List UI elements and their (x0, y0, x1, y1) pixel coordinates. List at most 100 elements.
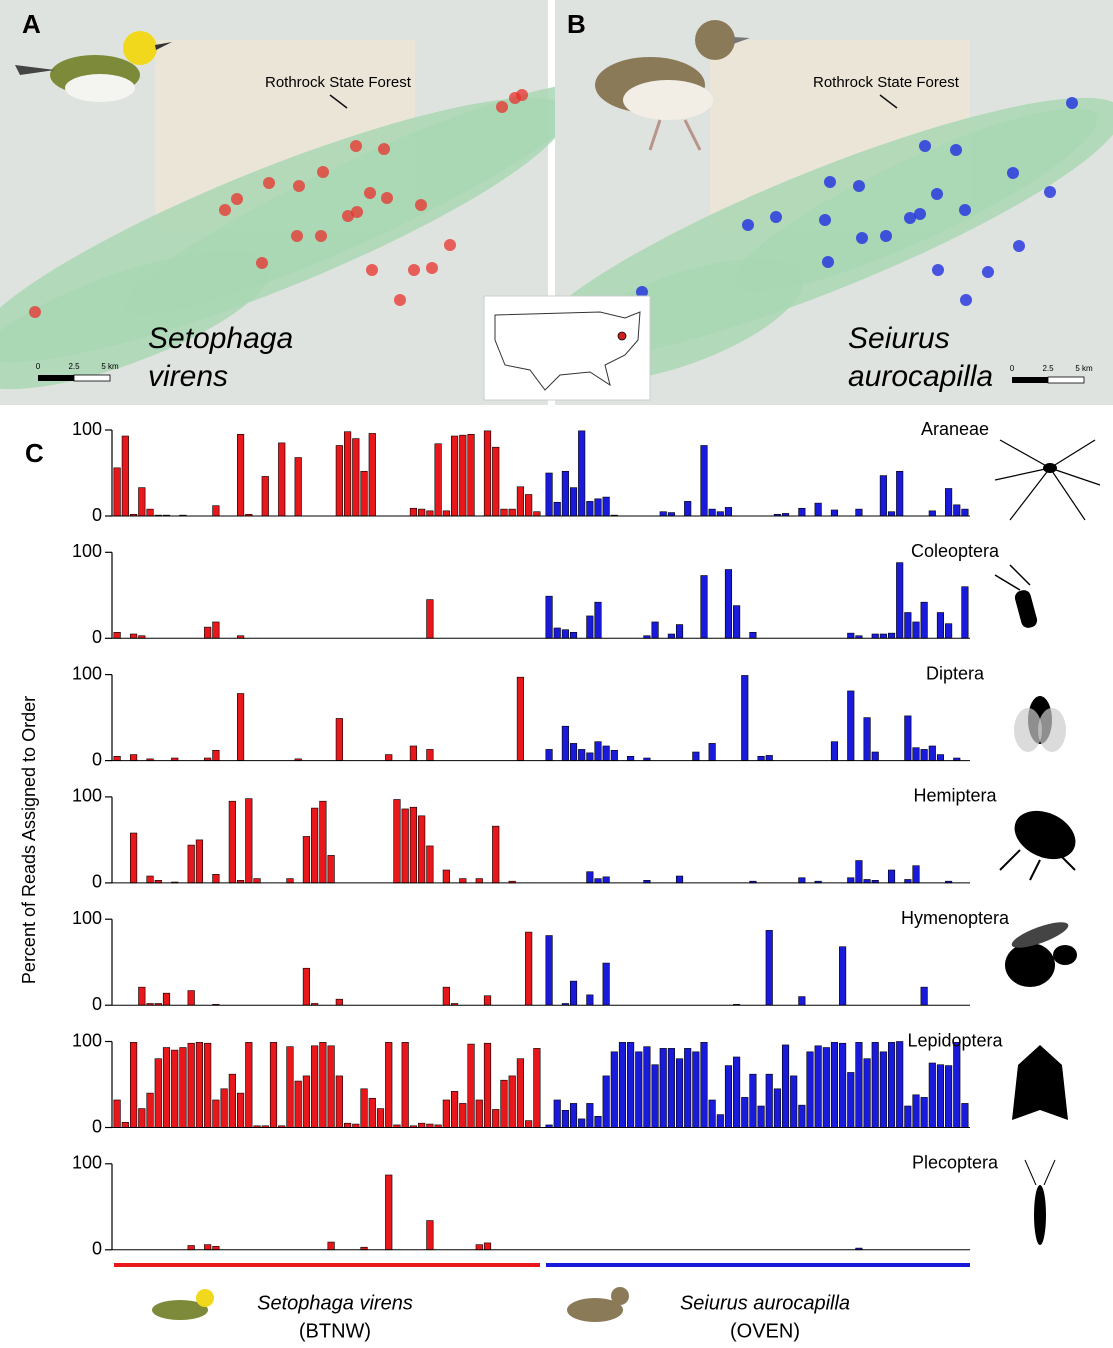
bar (684, 1048, 691, 1127)
bar (213, 506, 220, 516)
bar (196, 1042, 203, 1127)
y-tick-label: 0 (92, 994, 102, 1014)
order-label: Lepidoptera (907, 1030, 1003, 1050)
bar (468, 1044, 475, 1127)
bar (774, 1089, 781, 1128)
panel-label: A (22, 9, 41, 39)
order-label: Araneae (921, 419, 989, 439)
bar (587, 753, 594, 761)
bar (880, 476, 887, 516)
bar (546, 473, 553, 516)
bar (896, 563, 903, 639)
bar (807, 1052, 814, 1128)
bar (799, 508, 806, 516)
site (819, 214, 831, 226)
bar (709, 1100, 716, 1128)
bar (254, 879, 261, 883)
bar (937, 613, 944, 639)
bar (130, 755, 137, 761)
us-inset (484, 296, 650, 400)
bar (237, 694, 244, 761)
bar (303, 1076, 310, 1128)
bar (815, 1046, 822, 1128)
bar (856, 509, 863, 516)
bar (668, 634, 675, 638)
bar (188, 991, 195, 1006)
y-axis-label: Percent of Reads Assigned to Order (19, 696, 39, 984)
bar (562, 726, 569, 760)
site (408, 264, 420, 276)
bar (913, 748, 920, 761)
site (394, 294, 406, 306)
bar (213, 622, 220, 638)
legend-code: (BTNW) (299, 1320, 371, 1342)
bar (418, 509, 425, 516)
bar (782, 1045, 789, 1128)
bar (603, 1076, 610, 1128)
bar (435, 444, 442, 516)
bar (766, 755, 773, 760)
bar (246, 1042, 253, 1127)
scale-bar (38, 375, 74, 381)
bar (509, 1076, 516, 1128)
site (742, 219, 754, 231)
bar (627, 1042, 634, 1127)
bar (619, 1042, 626, 1127)
bar (163, 1048, 170, 1128)
site (256, 257, 268, 269)
bar (595, 1116, 602, 1127)
bar (562, 471, 569, 516)
bar (139, 1109, 146, 1128)
bar (204, 627, 211, 638)
bar (525, 932, 532, 1005)
bar (369, 1098, 376, 1127)
bar (130, 1042, 137, 1127)
bar (652, 1065, 659, 1128)
bird-head (123, 31, 157, 65)
site (293, 180, 305, 192)
bar (554, 628, 561, 638)
bar (888, 512, 895, 516)
bar (180, 1048, 187, 1128)
bar (570, 981, 577, 1005)
scale-label: 2.5 (1042, 364, 1054, 373)
bar (353, 1124, 360, 1127)
bird-head (695, 20, 735, 60)
landmark-label: Rothrock State Forest (265, 74, 412, 91)
y-tick-label: 0 (92, 1239, 102, 1259)
bar (139, 987, 146, 1005)
site (932, 264, 944, 276)
bar (693, 1052, 700, 1128)
bar (595, 602, 602, 638)
bar (701, 1042, 708, 1127)
bar (921, 749, 928, 760)
bar (311, 808, 318, 883)
site (291, 230, 303, 242)
bar (676, 1059, 683, 1128)
bar (114, 1100, 121, 1128)
bar (872, 752, 879, 761)
bar (196, 840, 203, 883)
site (822, 256, 834, 268)
bar (204, 1043, 211, 1127)
bar (427, 511, 434, 516)
bar (839, 947, 846, 1005)
bar (443, 987, 450, 1005)
order-label: Hymenoptera (901, 908, 1010, 928)
bar (888, 1042, 895, 1127)
bar (229, 1074, 236, 1127)
bar (221, 1089, 228, 1128)
bar (451, 436, 458, 516)
scale-bar (74, 375, 110, 381)
bar (848, 633, 855, 638)
bar (492, 826, 499, 883)
stonefly-icon (1025, 1160, 1055, 1245)
site (219, 204, 231, 216)
bar (758, 756, 765, 760)
bar (147, 1093, 154, 1127)
bar (492, 447, 499, 516)
bar (114, 468, 121, 516)
bar (262, 476, 269, 516)
bird-icon (611, 1287, 629, 1305)
site (29, 306, 41, 318)
